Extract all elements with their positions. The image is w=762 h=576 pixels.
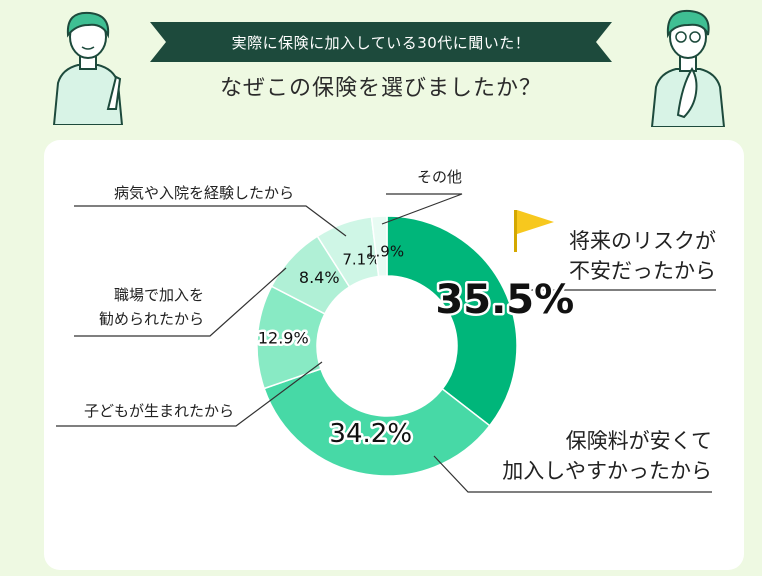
category-label: 加入しやすかったから xyxy=(502,459,712,483)
pie-slice xyxy=(263,367,491,477)
value-label: 1.9% xyxy=(366,243,404,261)
category-label: 職場で加入を xyxy=(114,286,204,304)
leader-line xyxy=(74,267,287,337)
banner-text: 実際に保険に加入している30代に聞いた！ xyxy=(231,33,531,52)
banner-ribbon-shape xyxy=(150,22,612,62)
value-label-outline: 35.5% xyxy=(435,277,574,323)
value-label: 7.1% xyxy=(342,250,380,268)
flag-icon xyxy=(517,210,554,234)
value-label: 8.4% xyxy=(299,268,340,287)
man-pointing-illustration xyxy=(48,5,128,129)
category-label: その他 xyxy=(417,168,462,186)
chart-card: 将来のリスクが 不安だったから 35.5% 35.5% 保険料が安くて 加入しやすかったか… xyxy=(44,140,744,570)
survey-question: なぜこの保険を選びましたか？ xyxy=(219,76,542,101)
donut-chart: 将来のリスクが不安だったから35.5%35.5%保険料が安くて加入しやすかったか… xyxy=(56,168,716,493)
leader-line xyxy=(74,205,347,237)
category-label: 子どもが生まれたから xyxy=(84,402,234,420)
pie-slice xyxy=(370,215,388,278)
leader-line xyxy=(433,455,712,493)
survey-banner: 実際に保険に加入している30代に聞いた！ xyxy=(150,22,612,62)
leader-line xyxy=(56,361,323,427)
value-label: 12.9% xyxy=(258,328,309,347)
category-label: 将来のリスクが xyxy=(569,229,716,253)
man-thinking-illustration xyxy=(648,3,728,131)
flag-pole xyxy=(514,210,517,252)
category-label: 不安だったから xyxy=(569,259,716,283)
category-label: 病気や入院を経験したから xyxy=(114,184,294,202)
value-label: 35.5% xyxy=(435,277,574,323)
value-label: 34.2% xyxy=(329,419,412,449)
category-label: 保険料が安くて xyxy=(566,429,712,453)
category-label: 勧められたから xyxy=(99,310,204,328)
leader-line xyxy=(381,193,463,225)
pie-slice xyxy=(386,215,518,427)
value-label-outline: 34.2% xyxy=(329,419,412,449)
value-label-outline: 12.9% xyxy=(258,328,309,347)
